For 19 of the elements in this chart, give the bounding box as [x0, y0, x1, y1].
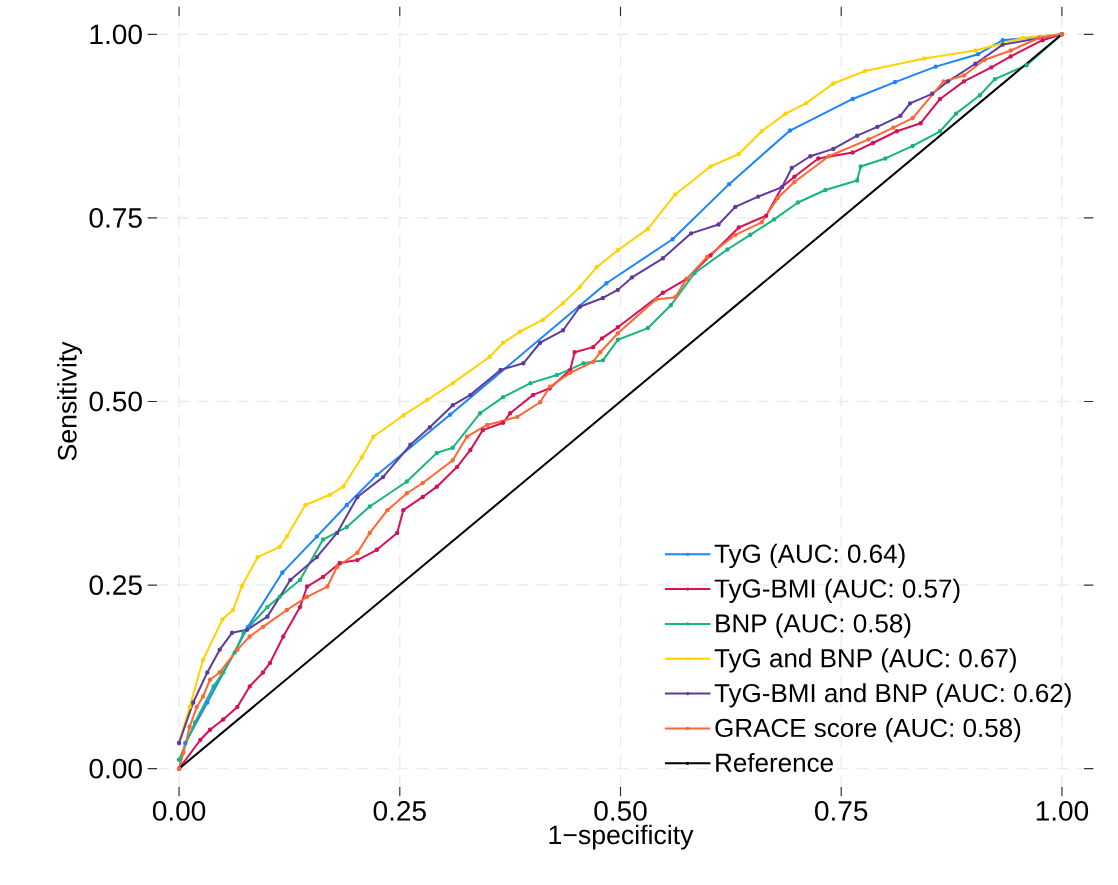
y-tick-label: 0.75 — [89, 208, 142, 228]
legend-label: GRACE score (AUC: 0.58) — [715, 718, 1021, 743]
x-tick-label: 0.00 — [152, 801, 206, 821]
legend-label: TyG-BMI and BNP (AUC: 0.62) — [714, 683, 1071, 708]
x-tick-label: 0.50 — [594, 801, 647, 821]
y-tick-label: 0.00 — [89, 758, 142, 779]
y-tick-label: 0.50 — [89, 391, 142, 412]
y-tick-label: 0.25 — [89, 575, 142, 595]
y-axis-title: Sensitivity — [57, 341, 82, 461]
legend-label: TyG-BMI (AUC: 0.57) — [714, 578, 960, 603]
x-tick-label: 0.25 — [373, 801, 426, 821]
legend-label: Reference — [716, 752, 833, 772]
x-tick-label: 0.75 — [815, 801, 868, 821]
x-axis-title: 1−specificity — [549, 824, 694, 850]
y-tick-label: 1.00 — [90, 24, 142, 45]
legend-label: BNP (AUC: 0.58) — [716, 613, 911, 638]
x-tick-label: 1.00 — [1036, 801, 1089, 821]
legend-label: TyG (AUC: 0.64) — [714, 543, 905, 569]
legend-label: TyG and BNP (AUC: 0.67) — [714, 648, 1016, 673]
